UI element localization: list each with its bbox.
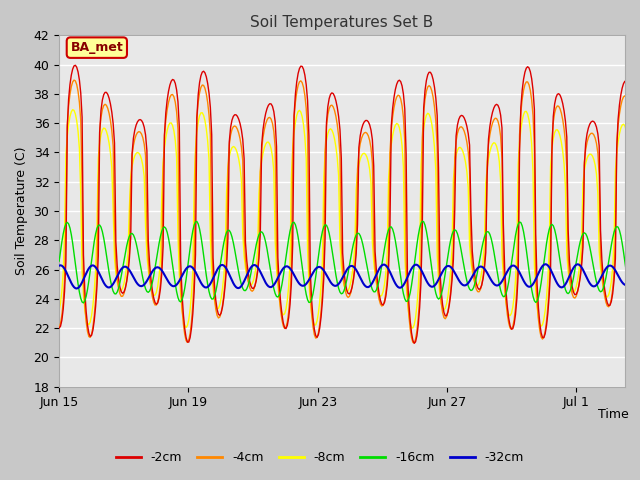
- Text: BA_met: BA_met: [70, 41, 124, 54]
- Legend: -2cm, -4cm, -8cm, -16cm, -32cm: -2cm, -4cm, -8cm, -16cm, -32cm: [111, 446, 529, 469]
- Y-axis label: Soil Temperature (C): Soil Temperature (C): [15, 147, 28, 275]
- Title: Soil Temperatures Set B: Soil Temperatures Set B: [250, 15, 434, 30]
- X-axis label: Time: Time: [598, 408, 629, 420]
